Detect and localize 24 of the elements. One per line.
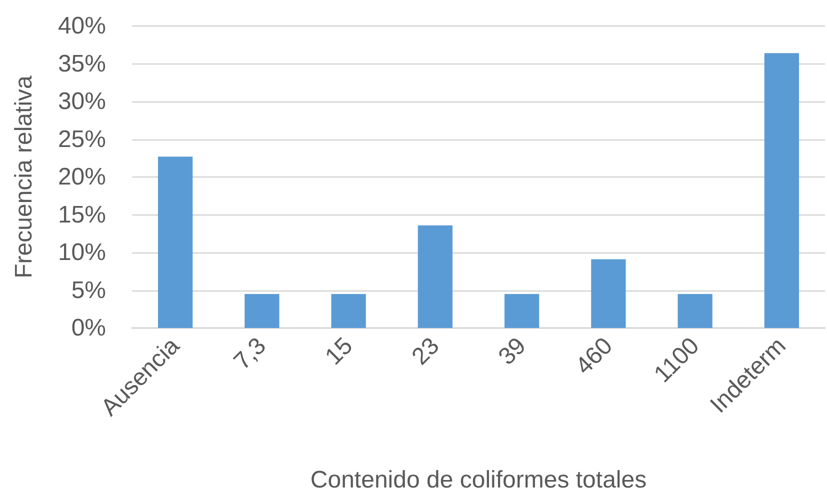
y-tick-label: 20% [58,164,106,190]
y-tick-label: 5% [71,276,106,304]
bar [591,259,626,328]
x-tick-label: 23 [406,332,445,370]
x-tick-label: 39 [493,332,532,370]
y-tick-label: 30% [58,88,106,115]
y-tick-label: 35% [58,50,106,78]
x-tick-label: 460 [570,332,618,380]
bar [158,156,193,328]
bar [244,294,280,328]
bar [418,225,453,328]
x-axis-title: Contenido de coliformes totales [310,466,647,494]
x-tick-label: 15 [320,332,358,370]
y-tick-label: 40% [58,12,106,40]
y-axis-title: Frecuencia relativa [10,74,38,278]
y-tick-label: 10% [58,239,106,266]
bar [678,294,712,328]
bar [504,294,540,328]
bar [331,294,366,328]
bar [764,53,800,328]
x-tick-label: 7,3 [228,332,272,376]
y-tick-label: 25% [58,126,106,153]
y-tick-label: 0% [71,314,106,342]
y-tick-label: 15% [58,201,106,228]
